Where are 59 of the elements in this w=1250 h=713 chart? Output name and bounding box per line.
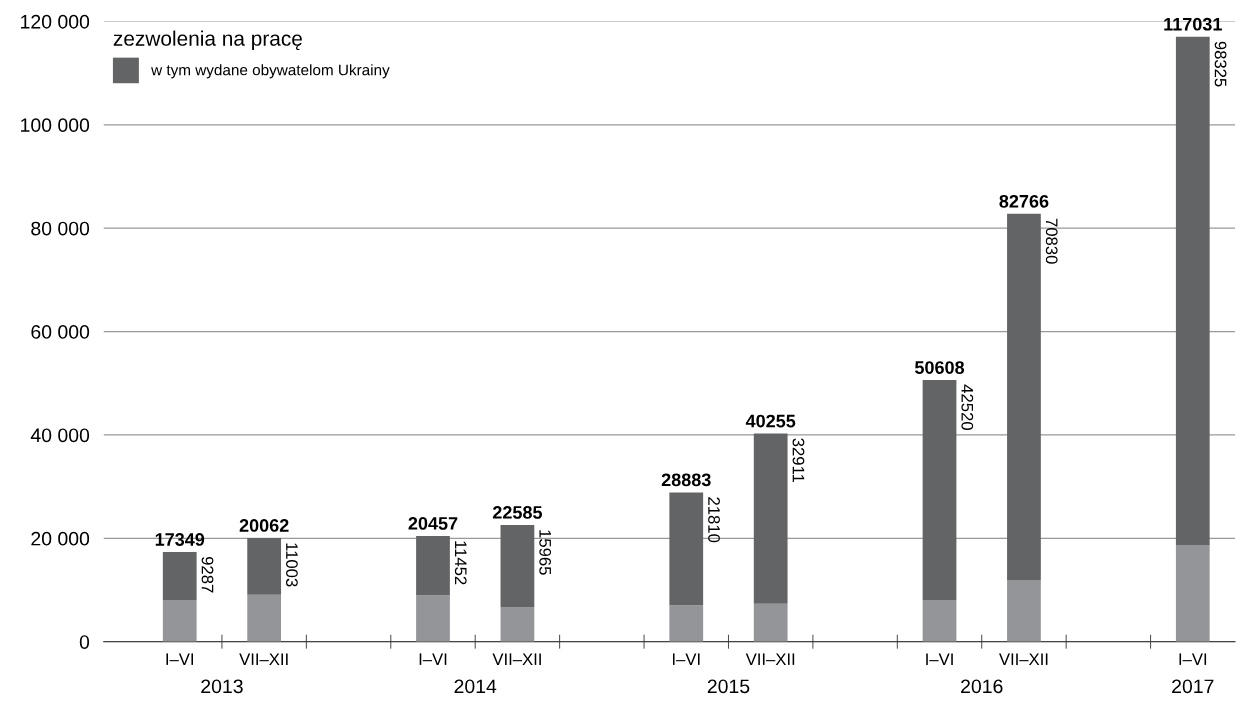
- bar: [1007, 213, 1041, 580]
- y-tick-label: 120 000: [21, 14, 90, 29]
- total-label: 82766: [999, 194, 1049, 208]
- total-label: 17349: [155, 533, 205, 546]
- bar: [1007, 580, 1041, 642]
- total-label: 20062: [239, 519, 289, 532]
- x-tick-label: I–VI: [1179, 653, 1207, 665]
- data-label: 9287: [201, 556, 214, 593]
- bar: [500, 524, 535, 608]
- data-label: 42520: [961, 384, 974, 430]
- bar: [753, 603, 788, 642]
- data-label: 15965: [539, 530, 552, 575]
- text: 2013: [201, 679, 243, 694]
- legend-title: zezwolenia na pracę: [113, 30, 302, 50]
- legend-label: w tym wydane obywatelom Ukrainy: [151, 64, 390, 79]
- text: 2016: [961, 679, 1003, 694]
- y-tick-label: 100 000: [21, 118, 90, 133]
- bar: [247, 594, 282, 642]
- x-tick-label: I–VI: [166, 653, 194, 665]
- x-tick-label: VII–XII: [492, 653, 541, 665]
- text: 2017: [1172, 679, 1214, 694]
- y-tick-label: 0: [79, 635, 90, 649]
- bar: [416, 535, 450, 596]
- bar: [162, 552, 197, 601]
- x-tick-label: I–VI: [419, 653, 447, 665]
- y-tick-label: 20 000: [31, 531, 90, 546]
- total-label: 22585: [492, 506, 543, 519]
- text: 2014: [454, 679, 497, 694]
- bar: [922, 599, 957, 642]
- text: 2015: [707, 679, 750, 694]
- bar: [162, 600, 197, 642]
- x-tick-label: I–VI: [926, 653, 953, 665]
- y-tick-label: 80 000: [31, 221, 90, 236]
- bar: [669, 605, 704, 642]
- data-label: 98325: [1214, 41, 1227, 87]
- total-label: 50608: [914, 361, 965, 374]
- total-label: 20457: [408, 517, 458, 530]
- y-tick-label: 40 000: [30, 428, 90, 443]
- data-label: 21810: [708, 497, 720, 543]
- bar: [500, 607, 535, 642]
- bar: [1175, 36, 1210, 545]
- data-label: 32911: [792, 438, 805, 483]
- data-label: 70830: [1045, 218, 1058, 264]
- x-tick-label: VII–XII: [999, 653, 1048, 665]
- bar: [669, 492, 704, 606]
- bar: [416, 595, 450, 642]
- x-tick-label: I–VI: [672, 653, 700, 665]
- total-label: 40255: [745, 414, 796, 428]
- x-tick-label: VII–XII: [239, 653, 288, 665]
- total-label: 28883: [661, 473, 711, 487]
- y-tick-label: 60 000: [31, 325, 90, 339]
- total-label: 117031: [1164, 17, 1222, 31]
- data-label: 11003: [286, 543, 298, 587]
- bar: [753, 433, 788, 604]
- bar: [1175, 545, 1210, 642]
- x-tick-label: VII–XII: [745, 653, 795, 665]
- bar: [247, 537, 282, 595]
- bar: [922, 380, 957, 600]
- data-label: 11452: [454, 541, 467, 585]
